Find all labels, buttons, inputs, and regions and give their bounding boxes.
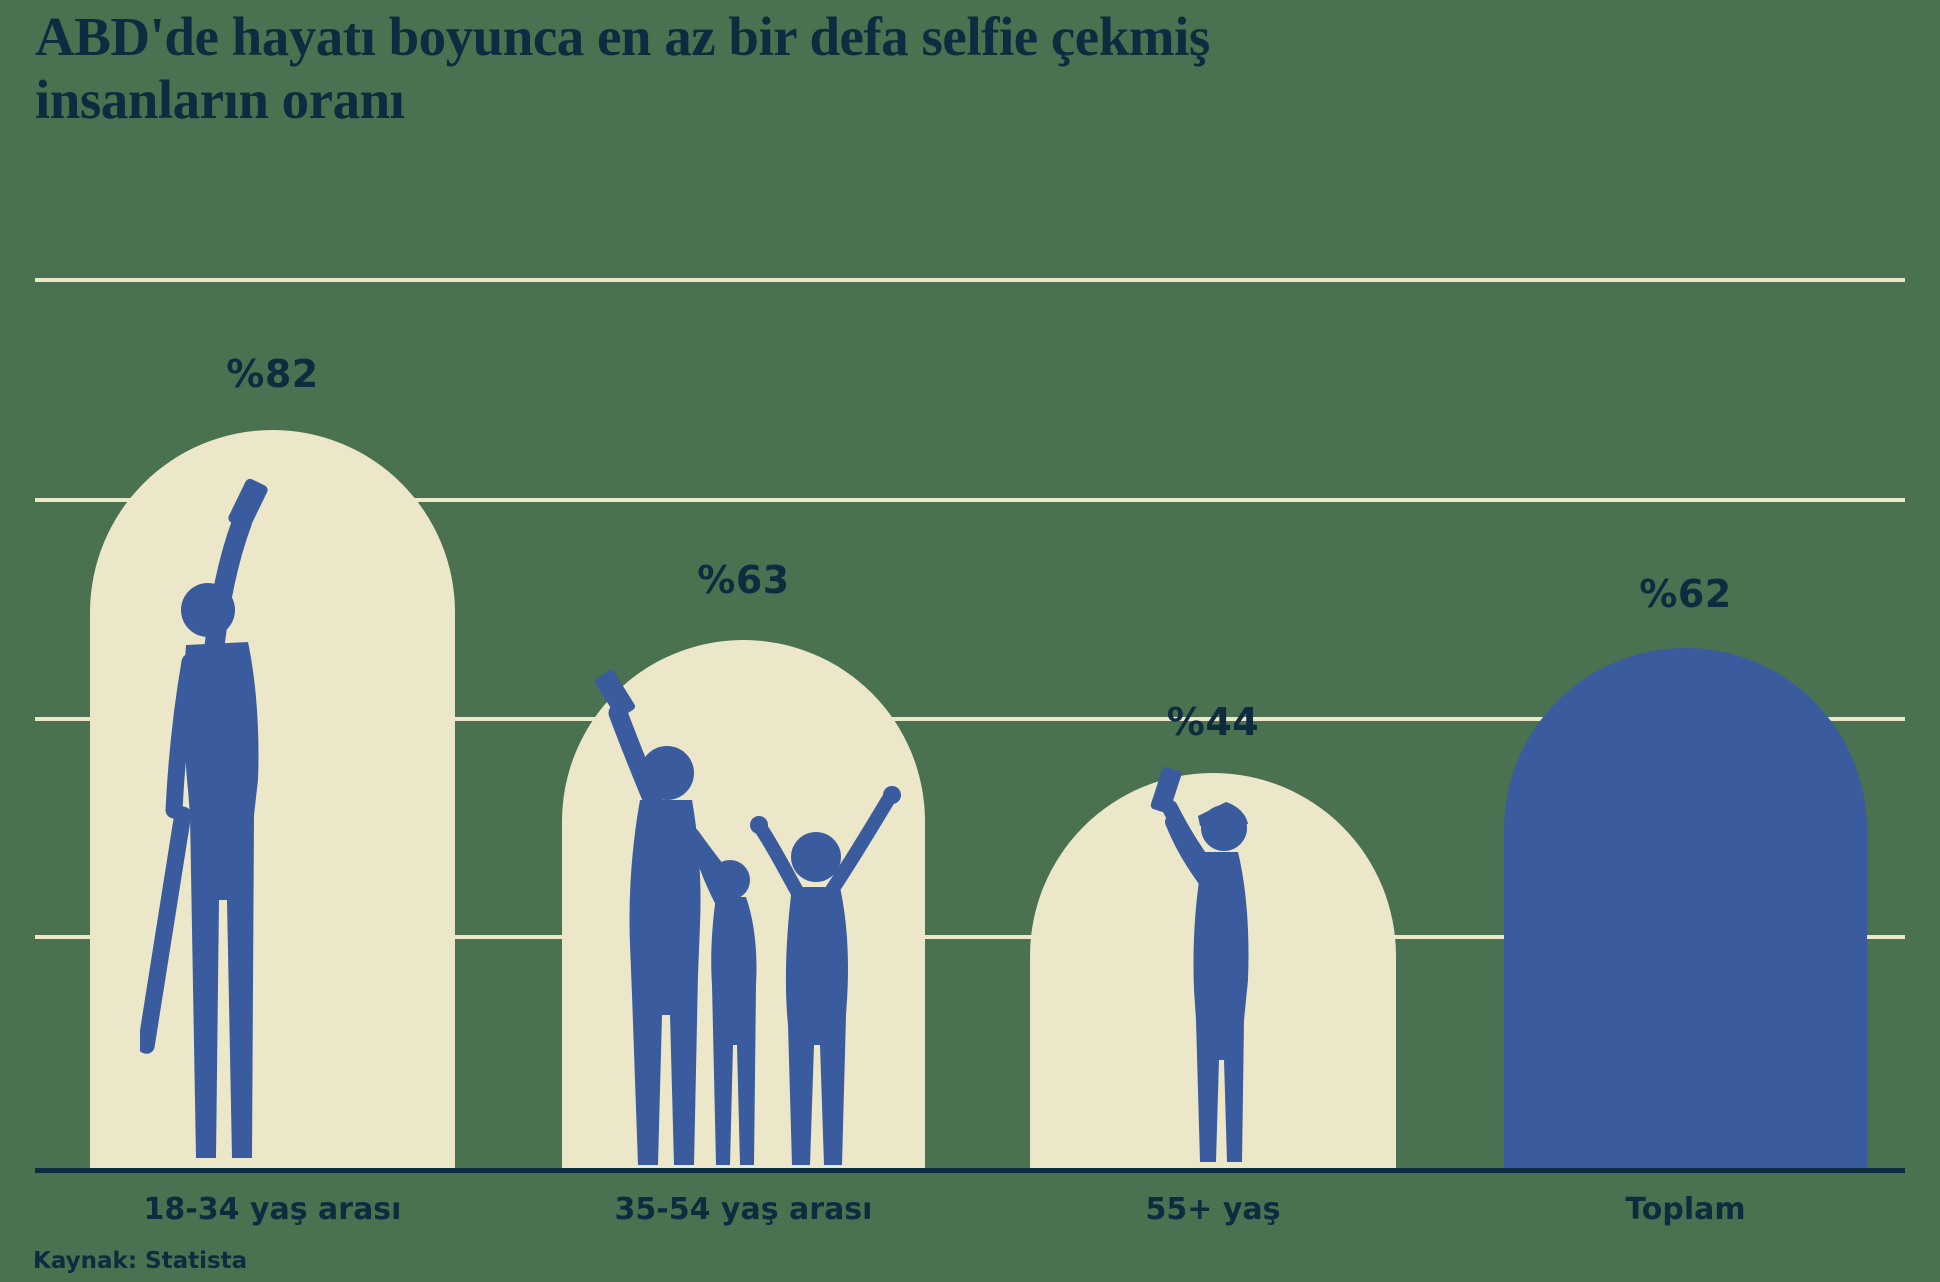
- x-axis-line: [35, 1168, 1905, 1173]
- gridline-75: [35, 498, 1905, 502]
- chart-title-line2: insanların oranı: [35, 68, 405, 130]
- value-label-35-54: %63: [697, 558, 790, 602]
- chart-title-line1: ABD'de hayatı boyunca en az bir defa sel…: [35, 6, 1210, 67]
- source-note: Kaynak: Statista: [33, 1248, 248, 1274]
- bar-toplam: [1504, 648, 1867, 1170]
- value-label-55plus: %44: [1166, 700, 1260, 744]
- gridline-25: [35, 935, 1905, 939]
- value-label-18-34: %82: [226, 352, 319, 396]
- selfie-figure-family: [594, 670, 901, 1165]
- category-label-18-34: 18-34 yaş arası: [143, 1192, 402, 1227]
- category-label-55plus: 55+ yaş: [1145, 1192, 1281, 1227]
- category-label-toplam: Toplam: [1625, 1192, 1746, 1227]
- selfie-figure-older-adult: [1150, 767, 1249, 1162]
- gridline-100: [35, 278, 1905, 282]
- gridline-50: [35, 717, 1905, 721]
- value-label-toplam: %62: [1639, 572, 1732, 616]
- chart-title: ABD'de hayatı boyunca en az bir defa sel…: [35, 6, 1210, 131]
- selfie-figure-single-person: [140, 478, 268, 1158]
- category-label-35-54: 35-54 yaş arası: [614, 1192, 873, 1227]
